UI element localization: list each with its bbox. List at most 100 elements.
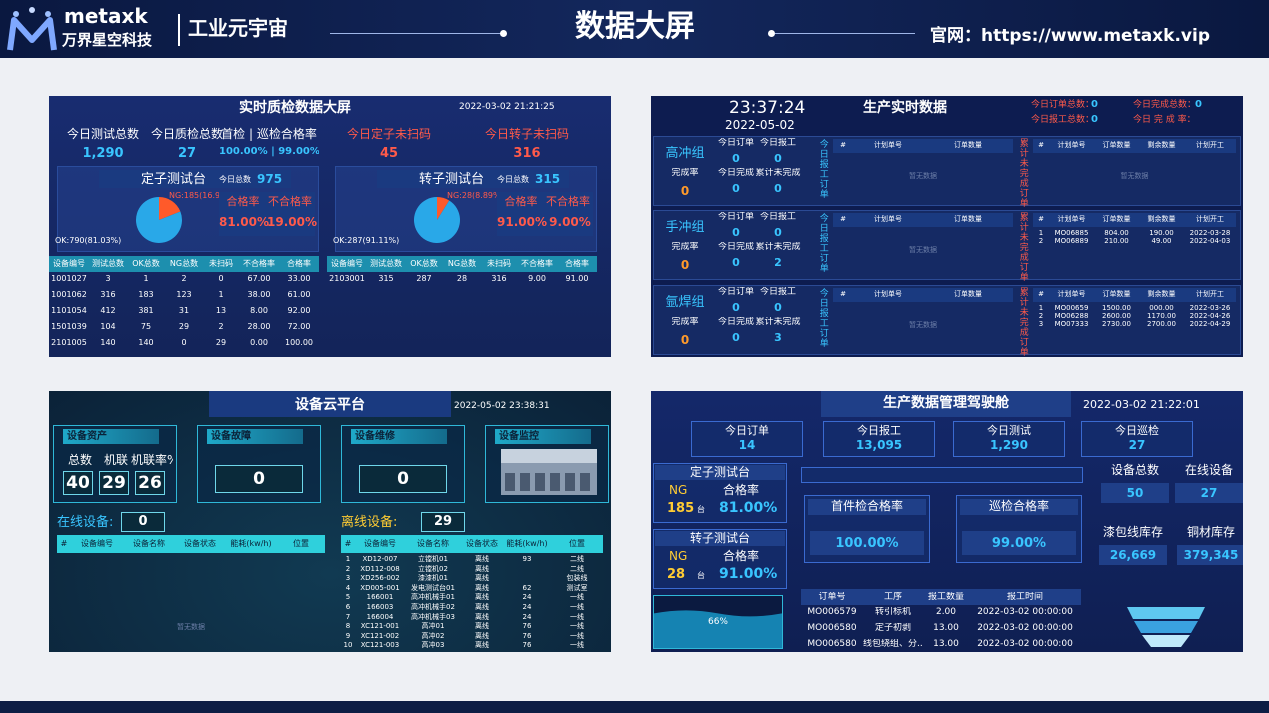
label: 累计未完成	[755, 242, 801, 252]
rows: 1500.00	[1102, 304, 1131, 312]
label: 今日测试总数	[66, 127, 139, 141]
header: 未扫码	[209, 259, 233, 268]
label: 巡检合格率	[988, 499, 1049, 513]
image-machine	[535, 473, 545, 491]
rows: 2.00	[935, 607, 957, 617]
rows: 28	[456, 274, 468, 283]
value: 27	[1128, 438, 1146, 452]
rows: 离线	[475, 622, 489, 631]
rows: 2600.00	[1102, 312, 1131, 320]
pending-label: 累计未完成订单	[1017, 287, 1028, 357]
heading: 设备资产	[67, 431, 107, 442]
rows: 0	[181, 338, 187, 347]
label: 今日 完 成 率：	[1133, 115, 1196, 125]
value: 13,095	[855, 438, 903, 452]
rows: MO006580	[807, 623, 857, 633]
table-header	[833, 288, 1013, 302]
rows: 316	[491, 274, 507, 283]
card-banner	[351, 429, 447, 444]
value: 0	[774, 226, 782, 239]
company: 万界星空科技	[62, 31, 153, 49]
header: 合格率	[565, 259, 589, 268]
header: 能耗(kw/h)	[230, 539, 272, 548]
header: 计划单号	[1057, 141, 1086, 149]
rows: 76	[522, 622, 532, 631]
name: 氩焊组	[665, 295, 705, 310]
rows: 9.00	[528, 274, 546, 283]
value: 0	[732, 301, 740, 314]
rows: 离线	[475, 564, 489, 573]
header: 计划单号	[1057, 290, 1086, 298]
rows: 0	[218, 274, 224, 283]
name: 高冲组	[665, 146, 705, 161]
label: 今日订单	[725, 424, 769, 437]
header: 不合格率	[521, 259, 553, 268]
rows: 2022-03-26	[1189, 304, 1231, 312]
value-box	[1101, 483, 1169, 503]
rows: 2101005	[51, 338, 87, 347]
rows: 24	[522, 603, 532, 611]
logo-icon	[7, 7, 57, 51]
value: 99.00%	[991, 536, 1047, 551]
label: 今日完成总数：	[1133, 100, 1197, 110]
rows: 线包绕组、分...	[863, 639, 923, 649]
title: 实时质检数据大屏	[239, 100, 351, 116]
ng-label: NG	[669, 549, 688, 563]
rows: 立镗机01	[418, 555, 448, 563]
date: 2022-05-02	[725, 118, 795, 132]
header: 计划单号	[1057, 215, 1086, 223]
value: 316	[513, 146, 541, 161]
table-header	[1033, 288, 1236, 302]
rows: 一线	[570, 612, 584, 621]
header: #	[840, 141, 846, 149]
header: NG总数	[169, 259, 199, 268]
rows: 定子初剥	[874, 623, 911, 633]
label: 今日订单	[717, 212, 754, 222]
value: 0	[732, 152, 740, 165]
rate: 0	[680, 258, 690, 272]
rows: 2022-03-28	[1189, 229, 1231, 237]
equipment-panel: 设备云平台 2022-05-02 23:38:31 设备资产 设备故障 设备维修 设备监控…	[49, 391, 611, 652]
value-box	[215, 465, 303, 493]
rate-labels: 不合格率	[268, 195, 312, 208]
label: 今日完成	[717, 242, 754, 252]
value-labels: OK:790(81.03%)	[55, 236, 122, 245]
rate-labels: 不合格率	[546, 195, 590, 208]
value: 0	[397, 469, 409, 489]
rows: 离线	[475, 603, 489, 611]
heading: 设备监控	[499, 431, 539, 442]
order-label: 今日报工订单	[817, 288, 828, 348]
rows: 28.00	[247, 322, 271, 331]
rows: 61.00	[287, 290, 311, 299]
header: #	[60, 539, 68, 548]
header-bar: metaxk 万界星空科技 工业元宇宙 数据大屏 官网：https://www.meta…	[0, 0, 1269, 58]
value: 2	[774, 256, 782, 269]
value: 0	[774, 152, 782, 165]
rows: 2700.00	[1147, 320, 1176, 328]
funnel	[1127, 607, 1205, 647]
logo: metaxk	[64, 4, 148, 28]
rows: 100.00	[285, 338, 313, 347]
image-machine	[565, 473, 575, 491]
divider	[178, 14, 180, 46]
box	[99, 170, 291, 188]
label: 首件检合格率	[830, 499, 903, 513]
kpi-box	[691, 421, 803, 457]
online-label: 在线设备:	[57, 515, 114, 530]
header: 计划单号	[874, 141, 902, 149]
rows: 2022-03-02 00:00:00	[977, 639, 1073, 649]
label: 今日报工	[759, 287, 796, 297]
rate-label: 合格率	[723, 549, 760, 563]
header: 订单数量	[1102, 215, 1131, 223]
pie-slice	[136, 197, 182, 243]
table-header	[1033, 139, 1236, 153]
rows: 高冲机械手02	[411, 603, 455, 611]
rows: 2	[181, 274, 187, 283]
image-machine	[520, 473, 530, 491]
order-label: 今日报工订单	[817, 139, 828, 199]
heading: 设备故障	[211, 431, 251, 442]
header: 设备编号	[81, 539, 113, 548]
title-frame	[821, 391, 1071, 417]
rows: 166004	[366, 612, 394, 621]
rows: XD112-008	[360, 564, 400, 573]
